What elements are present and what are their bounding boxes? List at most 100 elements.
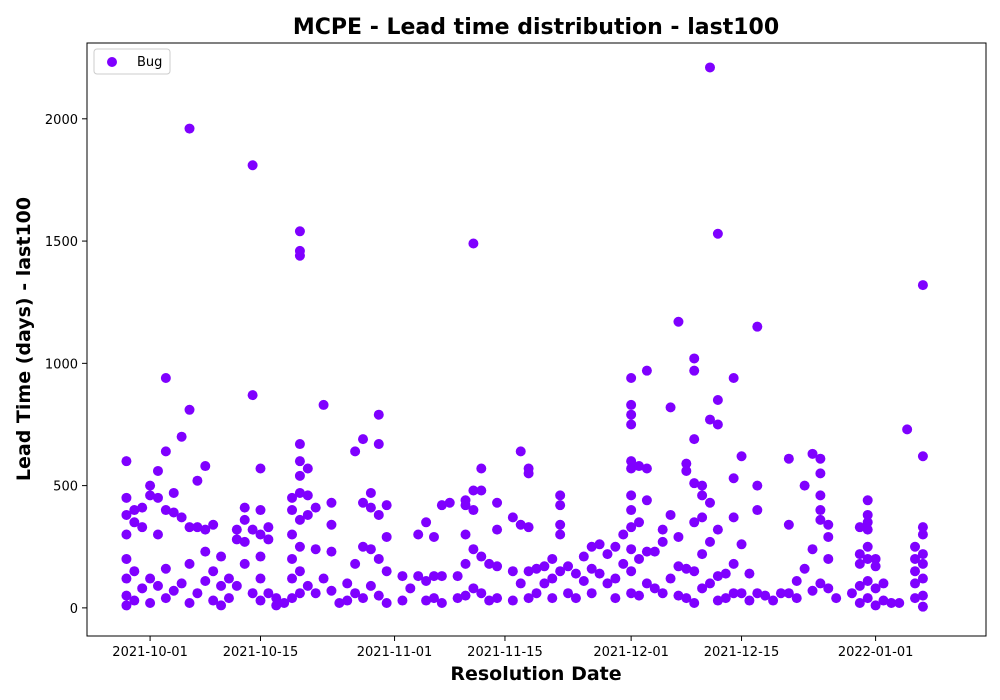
data-point-bug	[523, 566, 534, 577]
data-point-bug	[917, 558, 928, 569]
data-point-bug	[704, 578, 715, 589]
data-point-bug	[129, 517, 140, 528]
data-point-bug	[200, 575, 211, 586]
data-point-bug	[626, 399, 637, 410]
data-point-bug	[570, 568, 581, 579]
data-point-bug	[421, 517, 432, 528]
data-point-bug	[184, 404, 195, 415]
data-point-bug	[192, 522, 203, 533]
data-point-bug	[578, 551, 589, 562]
data-point-bug	[192, 588, 203, 599]
x-tick-label: 2022-01-01	[838, 645, 914, 660]
data-point-bug	[294, 541, 305, 552]
data-point-bug	[350, 558, 361, 569]
data-point-bug	[712, 595, 723, 606]
data-point-bug	[121, 573, 132, 584]
data-point-bug	[823, 583, 834, 594]
data-point-bug	[294, 566, 305, 577]
data-point-bug	[697, 490, 708, 501]
data-point-bug	[736, 451, 747, 462]
data-point-bug	[657, 536, 668, 547]
data-point-bug	[507, 595, 518, 606]
data-point-bug	[381, 531, 392, 542]
data-point-bug	[815, 468, 826, 479]
data-point-bug	[452, 571, 463, 582]
data-point-bug	[334, 597, 345, 608]
data-point-bug	[917, 549, 928, 560]
data-point-bug	[689, 597, 700, 608]
data-point-bug	[697, 512, 708, 523]
data-point-bug	[302, 490, 313, 501]
data-point-bug	[271, 593, 282, 604]
data-point-bug	[160, 373, 171, 384]
data-point-bug	[468, 485, 479, 496]
data-point-bug	[184, 522, 195, 533]
data-point-bug	[247, 160, 258, 171]
data-point-bug	[712, 524, 723, 535]
data-point-bug	[287, 492, 298, 503]
data-point-bug	[121, 600, 132, 611]
data-point-bug	[807, 544, 818, 555]
data-point-bug	[626, 463, 637, 474]
data-point-bug	[649, 583, 660, 594]
data-point-bug	[310, 544, 321, 555]
legend-box	[93, 48, 171, 75]
data-point-bug	[634, 553, 645, 564]
data-point-bug	[216, 600, 227, 611]
data-point-bug	[381, 500, 392, 511]
data-point-bug	[775, 588, 786, 599]
data-point-bug	[223, 573, 234, 584]
data-point-bug	[555, 566, 566, 577]
data-point-bug	[287, 505, 298, 516]
data-point-bug	[586, 588, 597, 599]
data-point-bug	[870, 561, 881, 572]
data-point-bug	[744, 595, 755, 606]
data-point-bug	[910, 541, 921, 552]
data-point-bug	[208, 595, 219, 606]
data-point-bug	[854, 580, 865, 591]
data-point-bug	[255, 595, 266, 606]
data-point-bug	[910, 593, 921, 604]
data-point-bug	[586, 563, 597, 574]
data-point-bug	[287, 553, 298, 564]
data-point-bug	[492, 561, 503, 572]
plot-frame	[86, 42, 987, 637]
data-point-bug	[255, 529, 266, 540]
data-point-bug	[239, 536, 250, 547]
data-point-bug	[476, 551, 487, 562]
data-point-bug	[145, 573, 156, 584]
data-point-bug	[373, 409, 384, 420]
data-point-bug	[697, 480, 708, 491]
data-point-bug	[697, 549, 708, 560]
data-point-bug	[231, 534, 242, 545]
data-point-bug	[634, 590, 645, 601]
data-point-bug	[555, 529, 566, 540]
data-point-bug	[799, 480, 810, 491]
data-point-bug	[476, 485, 487, 496]
data-point-bug	[121, 529, 132, 540]
data-point-bug	[152, 529, 163, 540]
data-point-bug	[436, 500, 447, 511]
data-point-bug	[255, 505, 266, 516]
data-point-bug	[673, 316, 684, 327]
data-point-bug	[208, 519, 219, 530]
data-point-bug	[287, 529, 298, 540]
data-point-bug	[365, 502, 376, 513]
legend-label-bug: Bug	[137, 55, 162, 70]
data-point-bug	[641, 365, 652, 376]
data-point-bug	[791, 593, 802, 604]
data-point-bug	[287, 593, 298, 604]
data-point-bug	[231, 580, 242, 591]
x-tick-label: 2021-10-15	[223, 645, 299, 660]
data-point-bug	[405, 583, 416, 594]
data-point-bug	[704, 62, 715, 73]
data-point-bug	[460, 529, 471, 540]
data-point-bug	[129, 595, 140, 606]
data-point-bug	[823, 519, 834, 530]
data-point-bug	[783, 588, 794, 599]
data-point-bug	[121, 553, 132, 564]
data-point-bug	[507, 566, 518, 577]
data-point-bug	[704, 414, 715, 425]
data-point-bug	[208, 566, 219, 577]
data-point-bug	[247, 524, 258, 535]
